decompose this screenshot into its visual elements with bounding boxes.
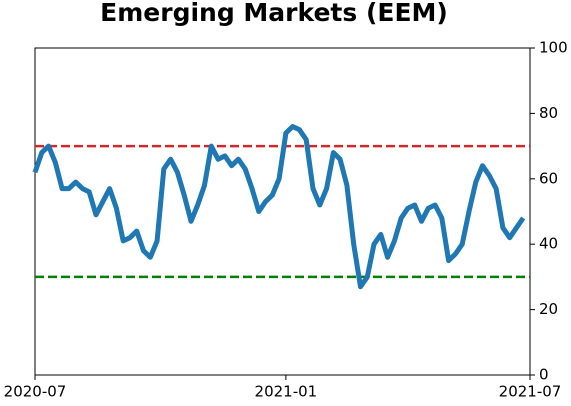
y-tick-label: 20 bbox=[539, 300, 558, 318]
x-tick-label: 2020-07 bbox=[4, 383, 67, 401]
data-line bbox=[32, 124, 526, 290]
y-tick-label: 0 bbox=[539, 366, 549, 384]
chart-title: Emerging Markets (EEM) bbox=[100, 0, 448, 27]
y-tick-label: 80 bbox=[539, 104, 558, 122]
y-tick-label: 60 bbox=[539, 169, 558, 187]
plot-frame bbox=[34, 47, 531, 376]
y-tick-label: 40 bbox=[539, 235, 558, 253]
x-tick-label: 2021-01 bbox=[255, 383, 318, 401]
y-tick-label: 100 bbox=[539, 39, 568, 57]
x-tick-label: 2021-07 bbox=[499, 383, 562, 401]
